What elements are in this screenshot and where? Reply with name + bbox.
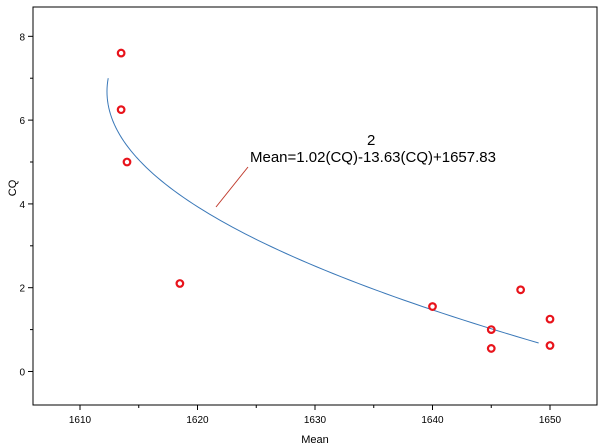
data-point-8	[516, 285, 526, 295]
data-point-2	[116, 105, 126, 115]
fit-equation-exponent: 2	[367, 132, 375, 149]
data-point-10	[545, 341, 555, 350]
x-axis-label: Mean	[301, 434, 329, 446]
data-point-1	[116, 48, 126, 58]
data-point-4	[175, 279, 185, 288]
y-axis-label: CQ	[7, 179, 19, 196]
x-tick-label-1640: 1640	[421, 415, 444, 426]
y-tick-label-6: 6	[19, 116, 25, 127]
y-tick-label-4: 4	[19, 200, 25, 211]
y-tick-label-8: 8	[19, 32, 25, 43]
fit-curve	[106, 78, 539, 344]
x-tick-label-1620: 1620	[186, 415, 209, 426]
y-tick-label-2: 2	[19, 284, 25, 295]
annotation-leader-line	[215, 166, 249, 208]
x-tick-label-1630: 1630	[304, 415, 327, 426]
y-axis-ticks: 0 2 4 6 8	[19, 32, 33, 378]
x-axis-ticks: 1610 1620 1630 1640 1650	[69, 405, 562, 426]
data-points	[116, 48, 555, 353]
data-point-3	[122, 157, 132, 167]
x-tick-label-1610: 1610	[69, 415, 92, 426]
y-tick-label-0: 0	[19, 367, 25, 378]
plot-frame	[32, 6, 598, 406]
data-point-6	[486, 325, 496, 334]
fit-equation: Mean=1.02(CQ)-13.63(CQ)+1657.83	[250, 149, 496, 166]
x-tick-label-1650: 1650	[539, 415, 562, 426]
data-point-9	[545, 314, 555, 324]
data-point-5	[428, 302, 437, 311]
data-point-7	[486, 344, 496, 353]
